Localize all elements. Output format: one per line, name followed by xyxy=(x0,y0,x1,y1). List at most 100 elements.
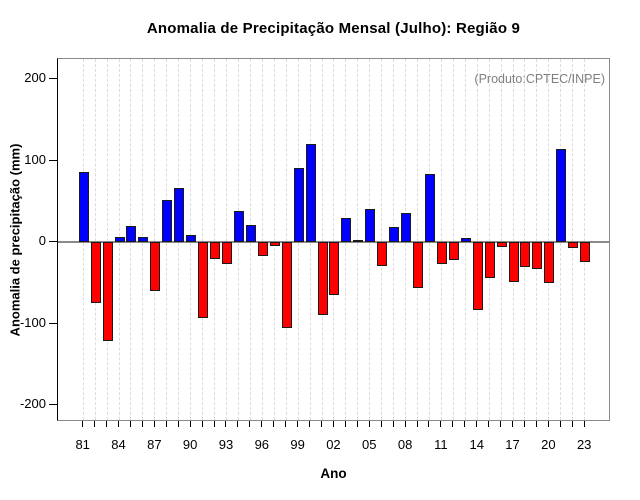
bar-19 xyxy=(532,242,543,269)
y-tick xyxy=(49,241,57,242)
x-tick xyxy=(321,421,322,427)
year-gridline xyxy=(321,59,323,420)
x-tick xyxy=(153,421,155,427)
x-tick-label: 81 xyxy=(75,437,90,452)
bar-01 xyxy=(317,242,328,315)
bar-14 xyxy=(472,242,483,310)
x-tick xyxy=(249,421,251,427)
bar-10 xyxy=(424,173,435,242)
year-gridline xyxy=(106,59,108,420)
x-tick xyxy=(583,421,585,427)
x-tick-label: 23 xyxy=(576,437,592,452)
bar-94 xyxy=(233,211,244,242)
bar-88 xyxy=(162,200,173,242)
year-gridline xyxy=(500,59,502,420)
x-tick xyxy=(368,421,370,427)
year-gridline xyxy=(357,59,359,420)
x-axis-label: Ano xyxy=(320,466,347,481)
x-tick xyxy=(344,421,346,427)
x-tick xyxy=(523,421,525,427)
bar-07 xyxy=(389,226,400,242)
x-tick xyxy=(273,421,275,427)
x-tick xyxy=(380,421,382,427)
x-tick xyxy=(440,421,442,427)
bar-91 xyxy=(198,242,209,318)
bar-08 xyxy=(401,213,412,242)
year-gridline xyxy=(273,59,275,420)
year-gridline xyxy=(333,59,335,420)
x-tick-label: 17 xyxy=(505,437,520,452)
x-tick xyxy=(559,421,561,427)
year-gridline xyxy=(381,59,383,420)
bar-93 xyxy=(221,242,232,264)
x-tick-label: 11 xyxy=(434,437,448,452)
x-tick xyxy=(201,421,203,427)
x-tick xyxy=(512,421,514,427)
bar-83 xyxy=(102,242,113,341)
y-tick xyxy=(49,78,57,79)
year-gridline xyxy=(417,59,419,420)
bar-89 xyxy=(174,188,185,242)
year-gridline xyxy=(524,59,526,420)
source-annotation: (Produto:CPTEC/INPE) xyxy=(474,72,605,86)
year-gridline xyxy=(572,59,574,420)
x-tick-label: 87 xyxy=(147,437,162,452)
bar-84 xyxy=(114,237,125,242)
bar-15 xyxy=(484,242,495,278)
x-tick xyxy=(297,421,299,427)
y-tick-label: 0 xyxy=(38,233,46,248)
x-tick xyxy=(213,421,215,427)
year-gridline xyxy=(536,59,538,420)
y-tick-label: 200 xyxy=(24,70,46,85)
plot-area: (Produto:CPTEC/INPE) xyxy=(57,58,610,421)
bar-04 xyxy=(353,239,364,242)
bar-12 xyxy=(448,242,459,260)
x-tick xyxy=(464,421,466,427)
year-gridline xyxy=(94,59,96,420)
x-tick xyxy=(177,421,179,427)
bar-87 xyxy=(150,242,161,291)
x-tick xyxy=(309,421,311,427)
x-tick xyxy=(416,421,418,427)
x-tick-label: 99 xyxy=(290,437,305,452)
x-tick-label: 90 xyxy=(182,437,198,452)
bar-03 xyxy=(341,217,352,242)
x-tick xyxy=(392,421,394,427)
bar-92 xyxy=(210,242,221,260)
x-tick xyxy=(547,421,549,427)
x-tick-label: 96 xyxy=(254,437,270,452)
x-tick xyxy=(141,421,143,427)
bar-85 xyxy=(126,225,137,242)
x-tick xyxy=(82,421,84,427)
chart-title: Anomalia de Precipitação Mensal (Julho):… xyxy=(146,20,521,37)
x-tick xyxy=(500,421,502,427)
x-tick xyxy=(332,421,334,427)
bar-09 xyxy=(413,242,424,288)
x-tick xyxy=(285,421,287,427)
x-tick xyxy=(261,421,263,427)
bar-82 xyxy=(90,242,101,304)
year-gridline xyxy=(584,59,586,420)
x-tick xyxy=(488,421,490,427)
year-gridline xyxy=(202,59,204,420)
bar-96 xyxy=(257,242,268,256)
year-gridline xyxy=(214,59,216,420)
y-tick-label: 100 xyxy=(24,151,46,167)
bar-22 xyxy=(568,242,579,248)
year-gridline xyxy=(548,59,550,420)
x-tick-label: 14 xyxy=(469,437,484,452)
bar-99 xyxy=(293,167,304,242)
bar-20 xyxy=(544,242,555,283)
year-gridline xyxy=(154,59,156,420)
x-tick xyxy=(428,421,430,427)
year-gridline xyxy=(225,59,227,420)
bar-02 xyxy=(329,242,340,295)
bar-23 xyxy=(580,242,591,262)
x-tick xyxy=(356,421,358,427)
x-tick xyxy=(452,421,454,427)
bar-98 xyxy=(281,242,292,328)
x-tick xyxy=(237,421,239,427)
y-tick-label: -100 xyxy=(19,314,46,330)
x-tick xyxy=(189,421,191,427)
